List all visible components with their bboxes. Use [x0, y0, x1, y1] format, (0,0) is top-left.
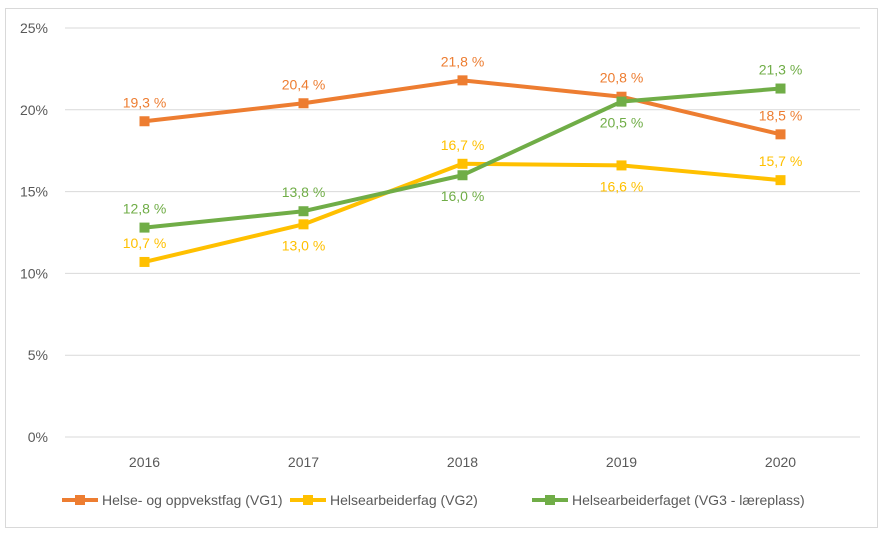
x-tick-label: 2018: [447, 454, 478, 470]
data-point: [298, 98, 309, 109]
data-point: [457, 75, 468, 86]
data-point: [139, 116, 150, 127]
data-point: [298, 206, 309, 217]
data-point: [775, 83, 786, 94]
data-label: 12,8 %: [123, 201, 167, 217]
data-point: [775, 175, 786, 186]
legend-label: Helsearbeiderfag (VG2): [330, 492, 478, 508]
data-label: 21,8 %: [441, 53, 485, 69]
data-point: [139, 256, 150, 267]
legend-marker: [303, 495, 313, 505]
data-label: 20,4 %: [282, 76, 326, 92]
legend-marker: [75, 495, 85, 505]
series-line: [144, 78, 781, 137]
data-label: 18,5 %: [759, 107, 803, 123]
data-label: 19,3 %: [123, 94, 167, 110]
y-tick-label: 20%: [20, 102, 48, 118]
data-label: 10,7 %: [123, 235, 167, 251]
legend-label: Helsearbeiderfaget (VG3 - læreplass): [572, 492, 805, 508]
data-label: 21,3 %: [759, 62, 803, 78]
data-point: [457, 158, 468, 169]
data-point: [775, 129, 786, 140]
x-tick-label: 2017: [288, 454, 319, 470]
data-label: 13,8 %: [282, 184, 326, 200]
y-tick-label: 10%: [20, 265, 48, 281]
data-label: 16,0 %: [441, 188, 485, 204]
y-tick-label: 15%: [20, 184, 48, 200]
legend-marker: [545, 495, 555, 505]
data-point: [616, 160, 627, 171]
y-tick-label: 25%: [20, 20, 48, 36]
data-label: 16,7 %: [441, 137, 485, 153]
legend-label: Helse- og oppvekstfag (VG1): [102, 492, 283, 508]
data-label: 13,0 %: [282, 237, 326, 253]
chart-border: [5, 8, 878, 528]
data-label: 20,5 %: [600, 115, 644, 131]
data-label: 16,6 %: [600, 178, 644, 194]
x-tick-label: 2019: [606, 454, 637, 470]
data-point: [139, 222, 150, 233]
x-tick-label: 2016: [129, 454, 160, 470]
x-tick-label: 2020: [765, 454, 796, 470]
y-tick-label: 0%: [28, 429, 48, 445]
data-label: 20,8 %: [600, 70, 644, 86]
data-label: 15,7 %: [759, 153, 803, 169]
data-point: [457, 170, 468, 181]
data-point: [298, 219, 309, 230]
data-point: [616, 96, 627, 107]
y-tick-label: 5%: [28, 347, 48, 363]
